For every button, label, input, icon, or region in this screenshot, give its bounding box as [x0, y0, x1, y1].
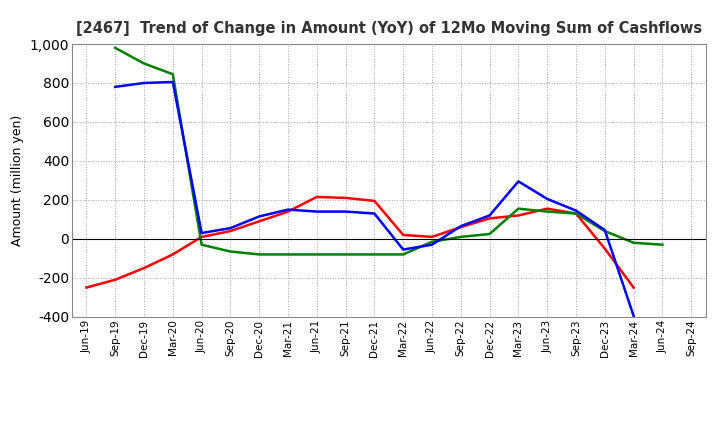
Free Cashflow: [428, 242, 436, 247]
Line: Operating Cashflow: Operating Cashflow: [86, 197, 634, 288]
Operating Cashflow: [600, 246, 609, 251]
Operating Cashflow: [399, 232, 408, 238]
Operating Cashflow: [168, 252, 177, 257]
Free Cashflow: [255, 214, 264, 219]
Investing Cashflow: [428, 239, 436, 244]
Operating Cashflow: [312, 194, 321, 200]
Operating Cashflow: [428, 234, 436, 239]
Operating Cashflow: [456, 224, 465, 230]
Y-axis label: Amount (million yen): Amount (million yen): [12, 115, 24, 246]
Operating Cashflow: [370, 198, 379, 203]
Operating Cashflow: [543, 206, 552, 211]
Free Cashflow: [226, 225, 235, 231]
Operating Cashflow: [226, 228, 235, 234]
Free Cashflow: [514, 179, 523, 184]
Free Cashflow: [111, 84, 120, 89]
Investing Cashflow: [399, 252, 408, 257]
Free Cashflow: [370, 211, 379, 216]
Operating Cashflow: [284, 209, 292, 214]
Investing Cashflow: [543, 209, 552, 214]
Investing Cashflow: [226, 249, 235, 254]
Free Cashflow: [543, 196, 552, 202]
Investing Cashflow: [341, 252, 350, 257]
Investing Cashflow: [255, 252, 264, 257]
Free Cashflow: [399, 247, 408, 252]
Operating Cashflow: [255, 219, 264, 224]
Operating Cashflow: [82, 285, 91, 290]
Free Cashflow: [629, 313, 638, 319]
Investing Cashflow: [658, 242, 667, 247]
Operating Cashflow: [629, 285, 638, 290]
Investing Cashflow: [168, 72, 177, 77]
Operating Cashflow: [341, 195, 350, 201]
Line: Investing Cashflow: Investing Cashflow: [115, 48, 662, 254]
Investing Cashflow: [514, 206, 523, 211]
Investing Cashflow: [111, 45, 120, 51]
Investing Cashflow: [312, 252, 321, 257]
Investing Cashflow: [629, 240, 638, 246]
Free Cashflow: [284, 207, 292, 212]
Free Cashflow: [456, 224, 465, 229]
Operating Cashflow: [572, 211, 580, 216]
Free Cashflow: [600, 227, 609, 233]
Operating Cashflow: [197, 234, 206, 239]
Investing Cashflow: [456, 234, 465, 239]
Investing Cashflow: [140, 61, 148, 66]
Operating Cashflow: [485, 216, 494, 221]
Line: Free Cashflow: Free Cashflow: [115, 82, 634, 316]
Investing Cashflow: [485, 231, 494, 237]
Free Cashflow: [572, 208, 580, 213]
Investing Cashflow: [572, 211, 580, 216]
Free Cashflow: [168, 79, 177, 84]
Investing Cashflow: [197, 242, 206, 247]
Investing Cashflow: [600, 228, 609, 234]
Free Cashflow: [197, 231, 206, 236]
Free Cashflow: [341, 209, 350, 214]
Free Cashflow: [140, 81, 148, 86]
Title: [2467]  Trend of Change in Amount (YoY) of 12Mo Moving Sum of Cashflows: [2467] Trend of Change in Amount (YoY) o…: [76, 21, 702, 36]
Operating Cashflow: [514, 213, 523, 218]
Free Cashflow: [312, 209, 321, 214]
Free Cashflow: [485, 213, 494, 218]
Operating Cashflow: [111, 277, 120, 282]
Operating Cashflow: [140, 265, 148, 271]
Investing Cashflow: [370, 252, 379, 257]
Investing Cashflow: [284, 252, 292, 257]
